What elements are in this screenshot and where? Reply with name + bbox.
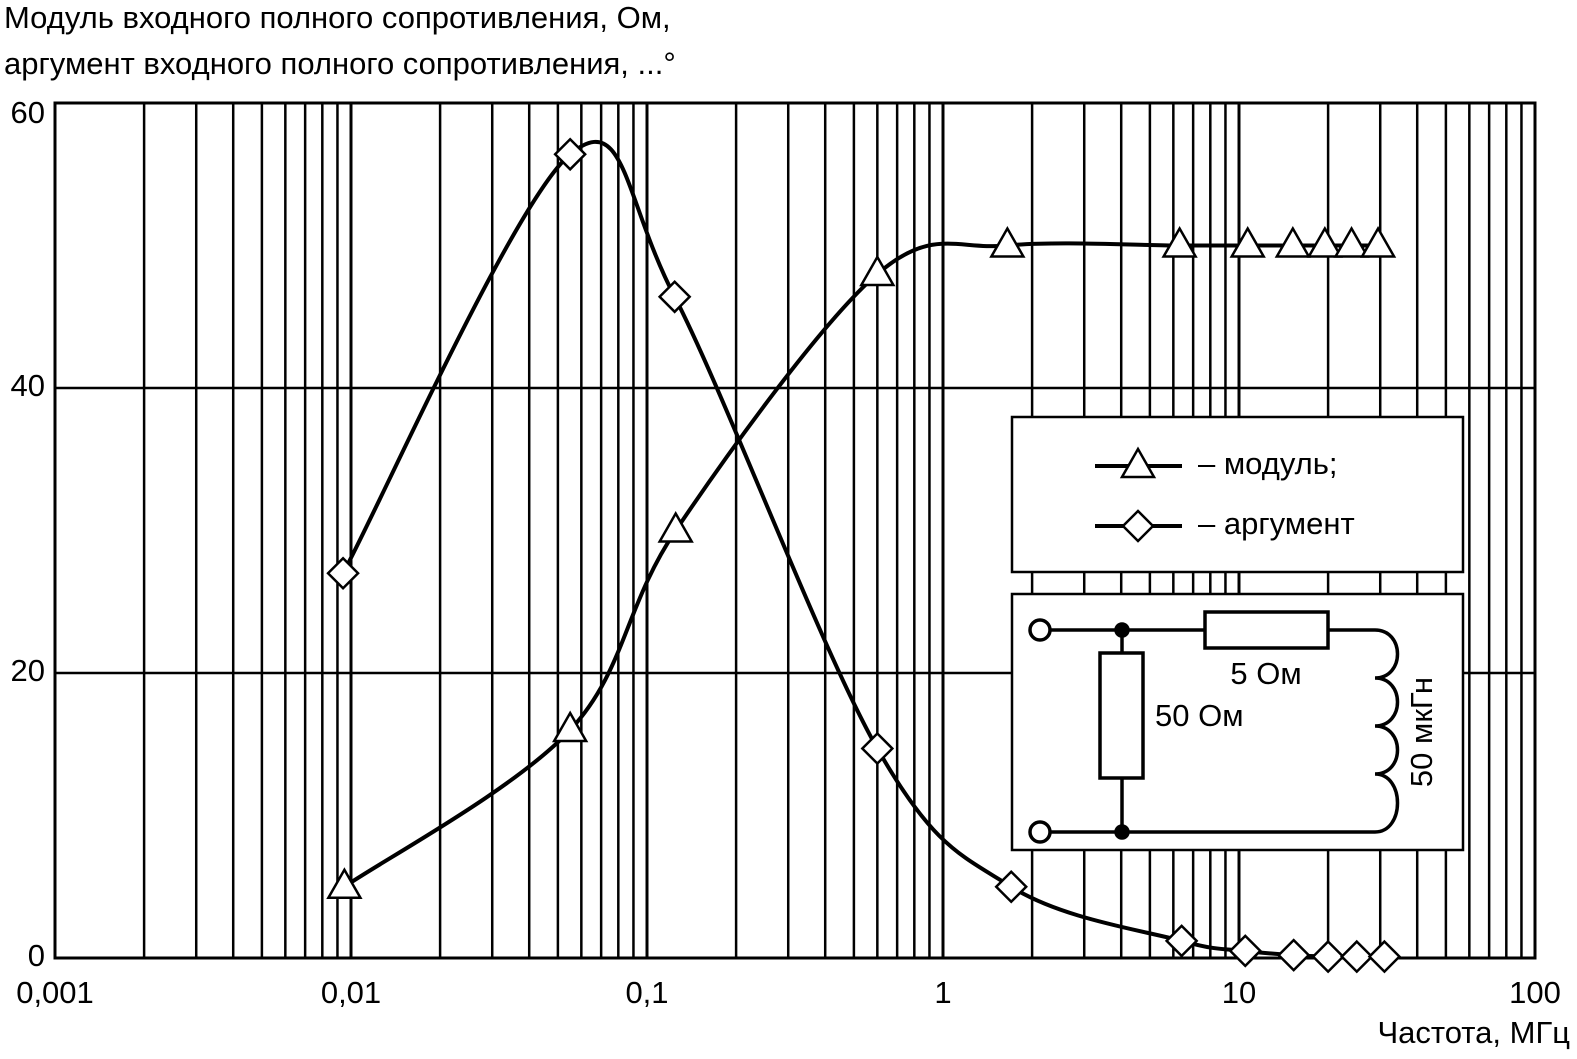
x-tick-label: 10 bbox=[1222, 975, 1256, 1010]
y-label-line: аргумент входного полного сопротивления,… bbox=[4, 46, 676, 81]
annotation: 50 Ом bbox=[1155, 698, 1244, 733]
marker bbox=[1119, 446, 1157, 479]
legend-box bbox=[1010, 415, 1465, 574]
x-tick-label: 0,01 bbox=[321, 975, 381, 1010]
legend: – модуль; – аргумент bbox=[1010, 415, 1465, 574]
marker bbox=[326, 556, 360, 591]
marker bbox=[1161, 225, 1198, 258]
series-lines bbox=[326, 137, 1402, 974]
resistor bbox=[1203, 610, 1330, 650]
marker bbox=[1367, 939, 1402, 974]
y-tick-label: 40 bbox=[11, 368, 45, 403]
x-tick-label: 1 bbox=[934, 975, 951, 1010]
legend-label: – аргумент bbox=[1198, 506, 1355, 541]
marker bbox=[326, 867, 363, 899]
x-label: Частота, МГц bbox=[1378, 1015, 1571, 1050]
marker bbox=[553, 137, 587, 172]
plot-frame bbox=[53, 101, 1537, 960]
y-tick-label: 0 bbox=[28, 938, 45, 973]
x-tick-label: 100 bbox=[1509, 975, 1561, 1010]
inductor bbox=[1374, 628, 1400, 834]
marker bbox=[1333, 225, 1370, 258]
marker bbox=[1306, 225, 1344, 258]
marker bbox=[1359, 225, 1397, 258]
annotation: 5 Ом bbox=[1230, 656, 1301, 691]
terminal bbox=[1028, 820, 1052, 844]
resistor bbox=[1098, 651, 1145, 780]
x-tick-label: 0,1 bbox=[625, 975, 668, 1010]
terminal bbox=[1028, 618, 1052, 642]
y-tick-label: 60 bbox=[11, 95, 45, 130]
marker bbox=[1274, 225, 1311, 258]
legend-label: – модуль; bbox=[1198, 446, 1338, 481]
marker bbox=[1340, 939, 1374, 974]
marker bbox=[989, 225, 1026, 258]
circuit bbox=[1010, 592, 1465, 852]
y-tick-label: 20 bbox=[11, 653, 45, 688]
marker bbox=[1228, 934, 1263, 968]
marker bbox=[551, 710, 589, 743]
marker bbox=[859, 254, 896, 287]
y-label-line: Модуль входного полного сопротивления, О… bbox=[4, 0, 671, 35]
marker bbox=[1311, 939, 1345, 974]
marker bbox=[1229, 225, 1266, 258]
marker bbox=[860, 731, 895, 766]
marker bbox=[657, 280, 692, 314]
annotation: 50 мкГн bbox=[1404, 677, 1439, 787]
marker bbox=[657, 510, 694, 543]
x-tick-label: 0,001 bbox=[16, 975, 94, 1010]
junction bbox=[1114, 622, 1130, 638]
marker bbox=[1276, 938, 1311, 972]
marker bbox=[994, 869, 1028, 904]
junction bbox=[1114, 824, 1130, 840]
marker bbox=[1164, 924, 1199, 958]
marker bbox=[1121, 509, 1155, 543]
